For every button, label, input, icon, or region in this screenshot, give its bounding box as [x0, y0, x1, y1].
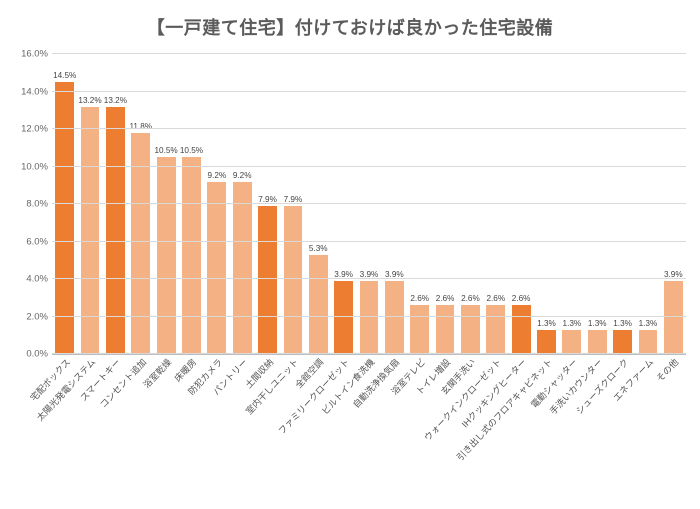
bar-slot: 2.6%	[432, 54, 457, 354]
x-axis-line	[52, 354, 686, 355]
value-label: 1.3%	[588, 319, 607, 328]
bar-slot: 3.9%	[661, 54, 686, 354]
plot-area: 14.5%13.2%13.2%11.8%10.5%10.5%9.2%9.2%7.…	[10, 54, 690, 354]
y-tick-label: 6.0%	[26, 236, 48, 247]
y-tick-label: 4.0%	[26, 274, 48, 285]
bar-slot: 2.6%	[483, 54, 508, 354]
value-label: 1.3%	[613, 319, 632, 328]
bar: 2.6%	[461, 305, 480, 354]
bar-slot: 3.9%	[331, 54, 356, 354]
gridline	[52, 91, 686, 92]
y-tick-label: 2.0%	[26, 311, 48, 322]
bar: 3.9%	[334, 281, 353, 354]
bars-container: 14.5%13.2%13.2%11.8%10.5%10.5%9.2%9.2%7.…	[52, 54, 686, 354]
y-tick-label: 14.0%	[21, 86, 48, 97]
value-label: 9.2%	[207, 171, 226, 180]
bar: 10.5%	[157, 157, 176, 354]
bar-slot: 9.2%	[204, 54, 229, 354]
value-label: 1.3%	[563, 319, 582, 328]
value-label: 2.6%	[486, 294, 505, 303]
bar: 3.9%	[385, 281, 404, 354]
chart-root: 【一戸建て住宅】付けておけば良かった住宅設備 14.5%13.2%13.2%11…	[0, 0, 700, 509]
gridline	[52, 203, 686, 204]
bar-slot: 13.2%	[103, 54, 128, 354]
gridline	[52, 128, 686, 129]
bar-slot: 7.9%	[280, 54, 305, 354]
bar-slot: 11.8%	[128, 54, 153, 354]
value-label: 13.2%	[104, 96, 127, 105]
bar-slot: 10.5%	[179, 54, 204, 354]
value-label: 2.6%	[461, 294, 480, 303]
bar: 2.6%	[486, 305, 505, 354]
bar: 9.2%	[207, 182, 226, 355]
bar: 3.9%	[664, 281, 683, 354]
value-label: 1.3%	[537, 319, 556, 328]
bar: 7.9%	[258, 206, 277, 354]
bar-slot: 9.2%	[230, 54, 255, 354]
chart-title: 【一戸建て住宅】付けておけば良かった住宅設備	[10, 14, 690, 40]
bar: 1.3%	[588, 330, 607, 354]
gridline	[52, 166, 686, 167]
y-tick-label: 8.0%	[26, 199, 48, 210]
bar-slot: 1.3%	[610, 54, 635, 354]
gridline	[52, 53, 686, 54]
value-label: 5.3%	[309, 244, 328, 253]
bar: 2.6%	[512, 305, 531, 354]
y-tick-label: 10.0%	[21, 161, 48, 172]
x-tick-label: その他	[653, 356, 681, 385]
bar-slot: 3.9%	[382, 54, 407, 354]
bar-slot: 2.6%	[407, 54, 432, 354]
value-label: 9.2%	[233, 171, 252, 180]
bar: 9.2%	[233, 182, 252, 355]
value-label: 2.6%	[436, 294, 455, 303]
bar: 2.6%	[436, 305, 455, 354]
bar: 14.5%	[55, 82, 74, 354]
bar-slot: 1.3%	[585, 54, 610, 354]
gridline	[52, 353, 686, 354]
value-label: 13.2%	[78, 96, 101, 105]
bar: 7.9%	[284, 206, 303, 354]
value-label: 1.3%	[639, 319, 658, 328]
bar: 1.3%	[613, 330, 632, 354]
gridline	[52, 241, 686, 242]
bar-slot: 1.3%	[559, 54, 584, 354]
bar: 2.6%	[410, 305, 429, 354]
value-label: 10.5%	[180, 146, 203, 155]
bar: 1.3%	[537, 330, 556, 354]
bar-slot: 10.5%	[153, 54, 178, 354]
bar-slot: 14.5%	[52, 54, 77, 354]
bar-slot: 1.3%	[635, 54, 660, 354]
y-tick-label: 16.0%	[21, 49, 48, 60]
bar: 5.3%	[309, 255, 328, 354]
y-tick-label: 0.0%	[26, 349, 48, 360]
bar-slot: 13.2%	[77, 54, 102, 354]
bar-slot: 2.6%	[458, 54, 483, 354]
bar-slot: 2.6%	[508, 54, 533, 354]
bar-slot: 7.9%	[255, 54, 280, 354]
value-label: 2.6%	[410, 294, 429, 303]
bar: 1.3%	[639, 330, 658, 354]
y-tick-label: 12.0%	[21, 124, 48, 135]
gridline	[52, 278, 686, 279]
bar-slot: 1.3%	[534, 54, 559, 354]
value-label: 2.6%	[512, 294, 531, 303]
value-label: 14.5%	[53, 71, 76, 80]
bar: 10.5%	[182, 157, 201, 354]
gridline	[52, 316, 686, 317]
bar-slot: 3.9%	[356, 54, 381, 354]
value-label: 11.8%	[129, 122, 152, 131]
bar: 13.2%	[106, 107, 125, 355]
bar: 1.3%	[562, 330, 581, 354]
bar: 13.2%	[81, 107, 100, 355]
value-label: 10.5%	[155, 146, 178, 155]
bar-slot: 5.3%	[306, 54, 331, 354]
bar: 3.9%	[360, 281, 379, 354]
